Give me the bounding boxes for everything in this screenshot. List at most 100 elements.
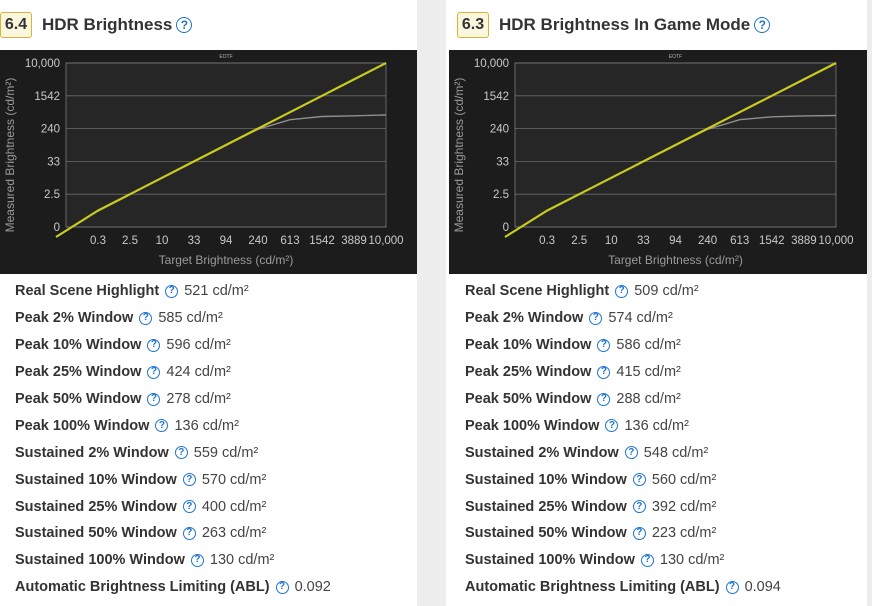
- question-circle-icon[interactable]: ?: [640, 553, 654, 567]
- y-axis-title: Measured Brightness (cd/m²): [452, 78, 466, 233]
- question-circle-icon[interactable]: ?: [275, 580, 289, 594]
- metric-value: 0.094: [744, 579, 781, 596]
- question-circle-icon[interactable]: ?: [176, 17, 193, 33]
- metric-row: Sustained 50% Window? 223 cd/m²: [465, 520, 867, 547]
- metric-value: 223 cd/m²: [651, 525, 717, 542]
- metric-value: 596 cd/m²: [166, 337, 231, 354]
- metric-label: Sustained 2% Window: [465, 444, 619, 461]
- metric-label: Peak 50% Window: [15, 391, 142, 407]
- x-tick-label: 10: [605, 235, 618, 247]
- metrics-list: Real Scene Highlight? 521 cd/m² Peak 2% Wi…: [15, 278, 417, 601]
- question-circle-icon[interactable]: ?: [147, 392, 161, 406]
- metric-label: Sustained 25% Window: [15, 498, 177, 515]
- hdr-brightness-game-mode-card: 6.3 HDR Brightness In Game Mode ? 0 2.5 33…: [446, 0, 867, 606]
- card-title: HDR Brightness In Game Mode: [499, 15, 751, 34]
- question-circle-icon[interactable]: ?: [632, 526, 646, 540]
- x-tick-label: 33: [188, 235, 201, 247]
- question-circle-icon[interactable]: ?: [597, 392, 611, 406]
- metric-value: 288 cd/m²: [616, 391, 681, 407]
- metric-label: Sustained 100% Window: [465, 552, 635, 569]
- plot-frame: [65, 62, 387, 228]
- x-tick-label: 94: [220, 235, 233, 247]
- eotf-chart-svg: 0 2.5 33 240 1542 10,000 0.3 2.5 10 33 94 240 613 154…: [452, 54, 854, 267]
- question-circle-icon[interactable]: ?: [632, 473, 646, 487]
- x-tick-label: 94: [669, 235, 682, 247]
- question-circle-icon[interactable]: ?: [597, 338, 611, 352]
- question-circle-icon[interactable]: ?: [139, 311, 153, 325]
- question-circle-icon[interactable]: ?: [597, 365, 611, 379]
- question-circle-icon[interactable]: ?: [605, 419, 619, 433]
- metrics-list: Real Scene Highlight? 509 cd/m² Peak 2% Wi…: [465, 278, 867, 601]
- question-circle-icon[interactable]: ?: [174, 446, 188, 460]
- metric-row: Sustained 10% Window? 570 cd/m²: [15, 466, 417, 493]
- plot-frame: [514, 62, 837, 228]
- card-header: 6.3 HDR Brightness In Game Mode ?: [457, 10, 771, 40]
- question-circle-icon[interactable]: ?: [147, 338, 161, 352]
- metric-row: Sustained 100% Window? 130 cd/m²: [15, 547, 417, 574]
- eotf-chart: 0 2.5 33 240 1542 10,000 0.3 2.5 10 33 94 240 613 154…: [0, 50, 417, 274]
- question-circle-icon[interactable]: ?: [589, 311, 603, 325]
- metric-label: Peak 100% Window: [465, 417, 600, 434]
- question-circle-icon[interactable]: ?: [632, 500, 646, 514]
- question-circle-icon[interactable]: ?: [624, 446, 638, 460]
- metric-row: Peak 25% Window? 415 cd/m²: [465, 359, 867, 386]
- question-circle-icon[interactable]: ?: [615, 284, 629, 298]
- metric-value: 559 cd/m²: [193, 444, 259, 461]
- x-tick-label: 33: [637, 235, 650, 247]
- metric-value: 130 cd/m²: [209, 552, 275, 569]
- metric-row: Sustained 2% Window? 559 cd/m²: [15, 439, 417, 466]
- metric-label: Peak 10% Window: [15, 337, 142, 354]
- y-tick-label: 10,000: [474, 58, 509, 70]
- metric-value: 136 cd/m²: [624, 417, 689, 434]
- metric-label: Peak 10% Window: [465, 337, 592, 354]
- y-tick-label: 33: [496, 156, 509, 168]
- question-circle-icon[interactable]: ?: [147, 365, 161, 379]
- metric-row: Real Scene Highlight? 509 cd/m²: [465, 278, 867, 305]
- metric-label: Sustained 2% Window: [15, 444, 169, 461]
- question-circle-icon[interactable]: ?: [155, 419, 169, 433]
- y-tick-label: 1542: [483, 91, 509, 103]
- y-tick-label: 1542: [34, 91, 60, 103]
- x-tick-label: 2.5: [571, 235, 587, 247]
- x-tick-label: 3889: [791, 235, 817, 247]
- metric-label: Sustained 10% Window: [15, 471, 177, 488]
- y-tick-label: 33: [47, 156, 60, 168]
- metric-value: 586 cd/m²: [616, 337, 681, 354]
- metric-label: Peak 2% Window: [15, 310, 134, 327]
- question-circle-icon[interactable]: ?: [754, 17, 771, 33]
- metric-label: Sustained 10% Window: [465, 471, 627, 488]
- question-circle-icon[interactable]: ?: [165, 284, 179, 298]
- metric-label: Peak 50% Window: [465, 391, 592, 407]
- eotf-chart: 0 2.5 33 240 1542 10,000 0.3 2.5 10 33 94 240 613 154…: [449, 50, 867, 274]
- question-circle-icon[interactable]: ?: [190, 553, 204, 567]
- metric-row: Sustained 10% Window? 560 cd/m²: [465, 466, 867, 493]
- metric-row: Sustained 25% Window? 392 cd/m²: [465, 493, 867, 520]
- question-circle-icon[interactable]: ?: [182, 473, 196, 487]
- metric-row: Peak 100% Window? 136 cd/m²: [465, 412, 867, 439]
- metric-value: 278 cd/m²: [166, 391, 231, 407]
- question-circle-icon[interactable]: ?: [182, 500, 196, 514]
- question-circle-icon[interactable]: ?: [182, 526, 196, 540]
- metric-label: Peak 25% Window: [15, 364, 142, 381]
- metric-row: Sustained 2% Window? 548 cd/m²: [465, 439, 867, 466]
- score-badge: 6.4: [0, 12, 32, 38]
- y-axis-title: Measured Brightness (cd/m²): [3, 78, 17, 233]
- x-tick-label: 613: [280, 235, 299, 247]
- metric-row: Real Scene Highlight? 521 cd/m²: [15, 278, 417, 305]
- score-badge: 6.3: [457, 12, 489, 38]
- chart-title: EOTF: [219, 54, 232, 60]
- metric-label: Sustained 25% Window: [465, 498, 627, 515]
- question-circle-icon[interactable]: ?: [725, 580, 739, 594]
- metric-row: Automatic Brightness Limiting (ABL)? 0.09…: [15, 574, 417, 601]
- metric-row: Sustained 100% Window? 130 cd/m²: [465, 547, 867, 574]
- metric-value: 574 cd/m²: [608, 310, 673, 327]
- x-tick-label: 1542: [759, 235, 785, 247]
- metric-row: Peak 100% Window? 136 cd/m²: [15, 412, 417, 439]
- y-tick-label: 2.5: [493, 189, 509, 201]
- metric-row: Peak 50% Window? 288 cd/m²: [465, 386, 867, 413]
- hdr-brightness-card: 6.4 HDR Brightness ? 0 2.5 33 240 1542 10,000…: [0, 0, 417, 606]
- x-tick-label: 2.5: [122, 235, 138, 247]
- metric-row: Peak 10% Window? 586 cd/m²: [465, 332, 867, 359]
- eotf-chart-svg: 0 2.5 33 240 1542 10,000 0.3 2.5 10 33 94 240 613 154…: [3, 54, 404, 267]
- x-axis-title: Target Brightness (cd/m²): [608, 253, 743, 267]
